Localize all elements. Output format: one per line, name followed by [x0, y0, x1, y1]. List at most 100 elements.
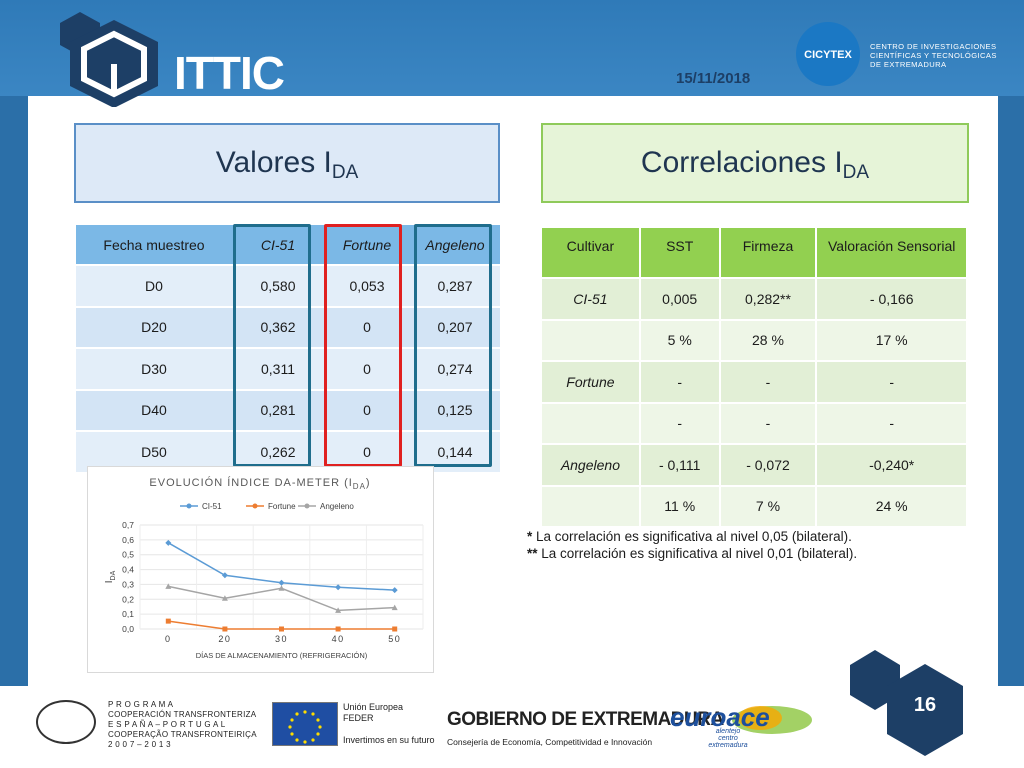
table-row: - - -	[542, 402, 968, 445]
fortune-column-highlight	[324, 224, 402, 467]
table-cell	[542, 402, 641, 445]
table-cell: 0,125	[410, 389, 500, 432]
program-emblem-icon	[36, 700, 96, 744]
ida-correlations-title: Correlaciones IDA	[541, 123, 969, 203]
table-cell: 0,053	[324, 265, 410, 308]
euroace-line: centro	[718, 735, 738, 742]
gobierno-extremadura-title: GOBIERNO DE EXTREMADURA	[447, 709, 724, 730]
legend-marker	[252, 503, 258, 509]
eu-line: Invertimos en su futuro	[343, 735, 435, 745]
chart-title: EVOLUCIÓN ÍNDICE DA-METER (IDA)	[149, 476, 370, 491]
table-cell: -	[816, 361, 968, 404]
institution-line-1: CENTRO DE INVESTIGACIONES	[870, 42, 997, 51]
eu-flag-icon	[272, 702, 338, 746]
header-cell: Cultivar	[542, 228, 641, 279]
eu-feder-text: Unión Europea FEDER Invertimos en su fut…	[343, 702, 435, 746]
gobierno-extremadura-subtitle: Consejería de Economía, Competitividad e…	[447, 737, 653, 747]
data-point	[165, 618, 171, 624]
table-cell: -	[639, 361, 721, 404]
page-number: 16	[913, 694, 937, 716]
data-point	[391, 604, 398, 611]
table-cell	[542, 319, 641, 362]
table-cell: -	[719, 361, 818, 404]
table-cell: 7 %	[719, 485, 818, 528]
legend-marker	[304, 503, 310, 509]
data-point	[391, 587, 398, 594]
data-point	[279, 626, 284, 632]
program-line: COOPERAÇÃO TRANSFRONTEIRIÇA	[108, 730, 257, 739]
table-row: Angeleno - 0,111 - 0,072 -0,240*	[542, 444, 968, 487]
angeleno-column-highlight	[414, 224, 492, 467]
y-axis-label: IDA	[104, 570, 117, 583]
note-line: ** La correlación es significativa al ni…	[527, 546, 858, 561]
table-cell	[542, 485, 641, 528]
table-cell: Angeleno	[542, 444, 641, 487]
legend-label: Fortune	[268, 502, 296, 511]
program-line: COOPERACIÓN TRANSFRONTERIZA	[108, 710, 257, 719]
table-cell: D20	[76, 306, 232, 349]
ida-values-title-main: Valores I	[215, 146, 332, 179]
header-cell: Valoración Sensorial	[816, 228, 968, 279]
x-tick-label: 30	[275, 634, 288, 644]
table-row: CI-51 0,005 0,282** - 0,166	[542, 278, 968, 321]
y-tick-label: 0,5	[122, 550, 134, 560]
program-line: 2 0 0 7 – 2 0 1 3	[108, 740, 171, 749]
y-tick-label: 0,4	[122, 565, 134, 575]
table-cell: 0,282**	[719, 278, 818, 321]
data-point	[335, 607, 342, 613]
table-row: 11 % 7 % 24 %	[542, 485, 968, 528]
y-tick-label: 0,6	[122, 535, 134, 545]
data-point	[221, 595, 228, 601]
table-cell: -0,240*	[816, 444, 968, 487]
ittic-logo: ITTIC	[52, 12, 285, 108]
eu-line: Unión Europea	[343, 702, 404, 712]
table-cell: D40	[76, 389, 232, 432]
header-cell: Fortune	[324, 225, 410, 266]
data-point	[335, 626, 341, 632]
table-cell: Fortune	[542, 361, 641, 404]
table-cell: 0,005	[639, 278, 721, 321]
data-point	[278, 585, 285, 591]
table-header-row: Cultivar SST Firmeza Valoración Sensoria…	[542, 228, 968, 279]
table-cell: 11 %	[639, 485, 721, 528]
x-tick-label: 0	[165, 634, 172, 644]
table-cell: 24 %	[816, 485, 968, 528]
data-point	[335, 584, 342, 591]
note-line: * La correlación es significativa al niv…	[527, 529, 852, 544]
ci51-column-highlight	[233, 224, 311, 467]
ida-values-title: Valores IDA	[74, 123, 500, 203]
data-point	[165, 583, 172, 589]
cicytex-logo: CICYTEX CENTRO DE INVESTIGACIONES CIENTÍ…	[796, 22, 1022, 92]
euroace-logo: euroace alentejo centro extremadura	[668, 698, 818, 749]
legend-label: CI-51	[202, 502, 222, 511]
table-cell: - 0,111	[639, 444, 721, 487]
institution-line-3: DE EXTREMADURA	[870, 60, 947, 69]
eu-line: FEDER	[343, 713, 374, 723]
table-cell: 28 %	[719, 319, 818, 362]
euroace-logo-text: euroace	[670, 702, 770, 732]
table-cell: 5 %	[639, 319, 721, 362]
ida-correlation-table: Cultivar SST Firmeza Valoración Sensoria…	[542, 228, 968, 528]
slide-date: 15/11/2018	[676, 70, 751, 87]
legend-label: Angeleno	[320, 502, 354, 511]
y-tick-label: 0,1	[122, 609, 134, 619]
header-cell: Fecha muestreo	[76, 225, 232, 266]
data-point	[221, 572, 228, 579]
header-cell: Angeleno	[410, 225, 500, 266]
table-cell: CI-51	[542, 278, 641, 321]
table-cell: D30	[76, 348, 232, 391]
ida-evolution-chart: EVOLUCIÓN ÍNDICE DA-METER (IDA) CI-51 Fort…	[87, 466, 434, 673]
table-cell: 0	[324, 306, 410, 349]
table-row: Fortune - - -	[542, 361, 968, 404]
page-number-hexagon-icon	[887, 664, 963, 756]
hexagon-cube-icon	[60, 12, 158, 108]
x-tick-label: 40	[332, 634, 345, 644]
y-tick-label: 0,0	[122, 624, 134, 634]
x-tick-label: 20	[218, 634, 231, 644]
y-tick-label: 0,2	[122, 594, 134, 604]
table-cell: -	[639, 402, 721, 445]
cicytex-circle-icon	[796, 22, 860, 86]
program-line: P R O G R A M A	[108, 700, 174, 709]
euroace-line: alentejo	[715, 728, 741, 735]
cicytex-logo-text: CICYTEX	[804, 49, 852, 61]
